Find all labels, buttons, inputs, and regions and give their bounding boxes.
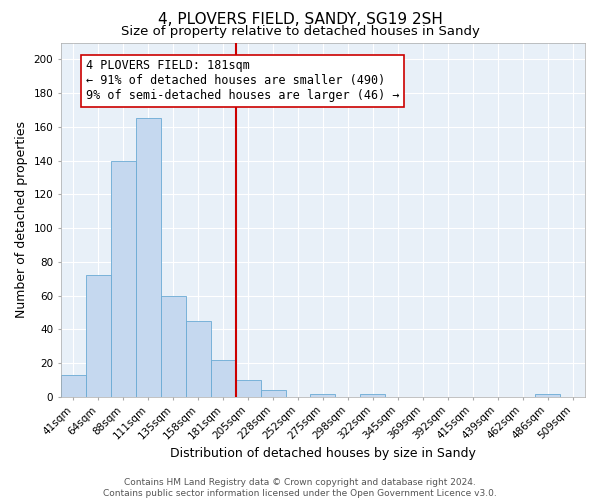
Text: 4, PLOVERS FIELD, SANDY, SG19 2SH: 4, PLOVERS FIELD, SANDY, SG19 2SH (158, 12, 442, 28)
Bar (111, 160, 136, 397)
Bar (211, 360, 236, 397)
Text: 4 PLOVERS FIELD: 181sqm
← 91% of detached houses are smaller (490)
9% of semi-de: 4 PLOVERS FIELD: 181sqm ← 91% of detache… (86, 60, 400, 102)
Bar (186, 321, 211, 397)
Text: Size of property relative to detached houses in Sandy: Size of property relative to detached ho… (121, 25, 479, 38)
Bar (136, 118, 161, 397)
Bar (61, 375, 86, 397)
Bar (310, 394, 335, 397)
Bar (260, 390, 286, 397)
Bar (236, 380, 260, 397)
Bar (535, 394, 560, 397)
Text: Contains HM Land Registry data © Crown copyright and database right 2024.
Contai: Contains HM Land Registry data © Crown c… (103, 478, 497, 498)
Bar (86, 276, 111, 397)
Y-axis label: Number of detached properties: Number of detached properties (15, 121, 28, 318)
Bar (361, 394, 385, 397)
Bar (161, 296, 186, 397)
X-axis label: Distribution of detached houses by size in Sandy: Distribution of detached houses by size … (170, 447, 476, 460)
